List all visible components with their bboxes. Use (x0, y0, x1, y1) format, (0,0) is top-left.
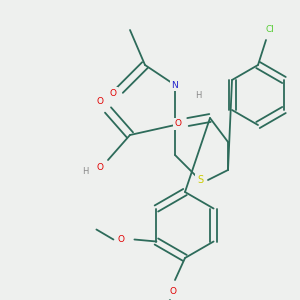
Text: H: H (195, 91, 201, 100)
Text: O: O (97, 98, 104, 106)
Text: O: O (175, 119, 182, 128)
Text: O: O (110, 88, 116, 98)
Text: O: O (97, 163, 104, 172)
Text: N: N (172, 80, 178, 89)
Text: S: S (197, 175, 203, 185)
Text: H: H (82, 167, 88, 176)
Text: O: O (118, 235, 125, 244)
Text: Cl: Cl (266, 26, 274, 34)
Text: O: O (169, 286, 176, 296)
